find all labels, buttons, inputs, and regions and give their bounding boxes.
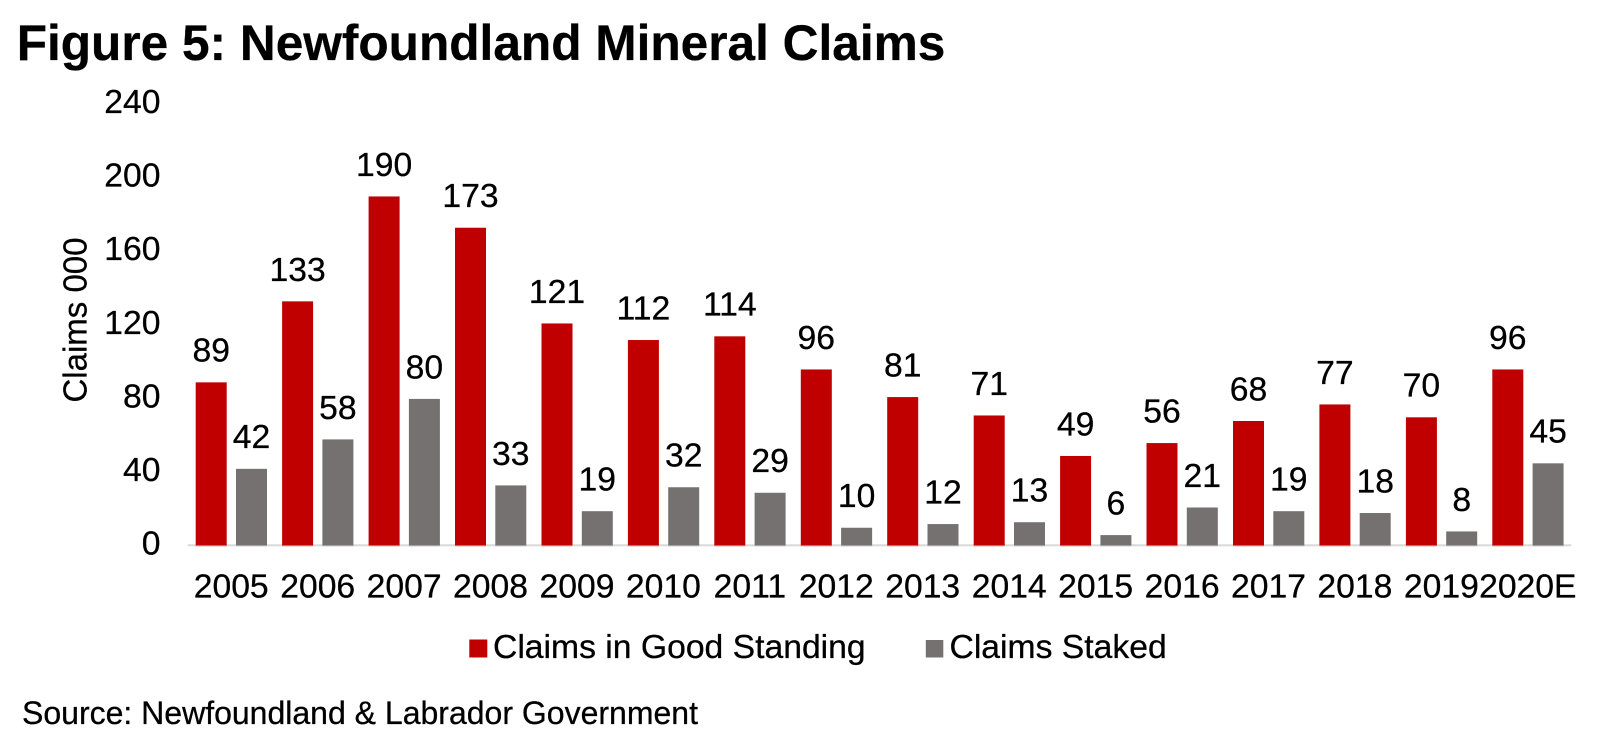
svg-text:173: 173 xyxy=(442,177,498,215)
svg-text:68: 68 xyxy=(1230,370,1267,408)
svg-text:96: 96 xyxy=(798,319,835,357)
svg-text:133: 133 xyxy=(269,251,325,289)
svg-text:71: 71 xyxy=(970,365,1007,403)
svg-text:77: 77 xyxy=(1316,354,1353,392)
svg-text:21: 21 xyxy=(1184,457,1221,495)
svg-text:2008: 2008 xyxy=(453,568,528,606)
svg-text:58: 58 xyxy=(319,389,356,427)
svg-text:2013: 2013 xyxy=(885,568,960,606)
svg-text:70: 70 xyxy=(1403,367,1440,405)
svg-text:40: 40 xyxy=(123,451,160,489)
svg-text:Claims Staked: Claims Staked xyxy=(950,628,1167,666)
svg-text:Figure 5: Newfoundland Mineral: Figure 5: Newfoundland Mineral Claims xyxy=(17,15,946,71)
svg-text:45: 45 xyxy=(1529,413,1566,451)
svg-text:2012: 2012 xyxy=(799,568,874,606)
svg-text:160: 160 xyxy=(104,230,160,268)
svg-text:2017: 2017 xyxy=(1231,568,1306,606)
svg-text:32: 32 xyxy=(665,437,702,475)
svg-text:2019: 2019 xyxy=(1404,568,1479,606)
svg-text:2020E: 2020E xyxy=(1479,568,1576,606)
svg-text:2016: 2016 xyxy=(1145,568,1220,606)
svg-text:2010: 2010 xyxy=(626,568,701,606)
svg-text:2005: 2005 xyxy=(194,568,269,606)
svg-text:200: 200 xyxy=(104,157,160,195)
svg-text:2006: 2006 xyxy=(280,568,355,606)
svg-text:Claims 000: Claims 000 xyxy=(56,237,93,402)
svg-text:10: 10 xyxy=(838,477,875,515)
svg-text:19: 19 xyxy=(1270,461,1307,499)
svg-text:2018: 2018 xyxy=(1317,568,1392,606)
svg-text:19: 19 xyxy=(579,461,616,499)
svg-text:49: 49 xyxy=(1057,405,1094,443)
svg-text:33: 33 xyxy=(492,435,529,473)
svg-text:56: 56 xyxy=(1143,393,1180,431)
svg-text:114: 114 xyxy=(703,286,757,324)
svg-text:80: 80 xyxy=(406,348,443,386)
svg-text:Claims in Good Standing: Claims in Good Standing xyxy=(493,628,866,666)
svg-text:6: 6 xyxy=(1107,485,1126,523)
svg-text:81: 81 xyxy=(884,347,921,385)
svg-text:29: 29 xyxy=(751,442,788,480)
svg-text:Source: Newfoundland & Labrado: Source: Newfoundland & Labrador Governme… xyxy=(22,695,698,731)
svg-text:2011: 2011 xyxy=(714,568,786,606)
svg-text:112: 112 xyxy=(617,289,671,327)
svg-text:190: 190 xyxy=(356,146,412,184)
svg-text:2015: 2015 xyxy=(1058,568,1133,606)
svg-text:0: 0 xyxy=(142,525,161,563)
svg-text:8: 8 xyxy=(1452,481,1471,519)
svg-text:240: 240 xyxy=(104,83,160,121)
svg-text:18: 18 xyxy=(1356,462,1393,500)
svg-text:121: 121 xyxy=(529,273,585,311)
svg-text:2009: 2009 xyxy=(540,568,615,606)
svg-text:96: 96 xyxy=(1489,319,1526,357)
svg-text:13: 13 xyxy=(1011,472,1048,510)
svg-text:12: 12 xyxy=(924,474,961,512)
svg-text:120: 120 xyxy=(104,304,160,342)
svg-text:2007: 2007 xyxy=(367,568,442,606)
svg-text:80: 80 xyxy=(123,378,160,416)
svg-text:89: 89 xyxy=(192,332,229,370)
svg-text:2014: 2014 xyxy=(972,568,1047,606)
svg-text:42: 42 xyxy=(233,418,270,456)
